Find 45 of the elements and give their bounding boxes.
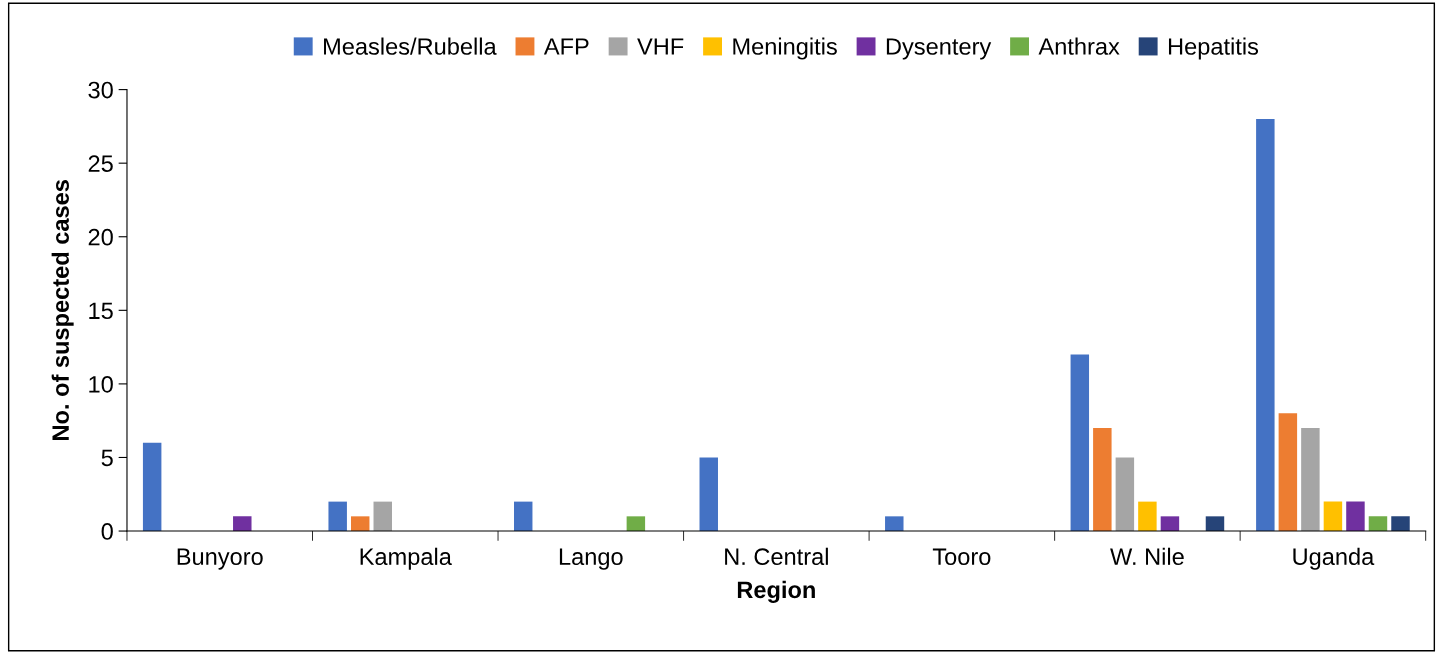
bar [699,457,718,532]
legend-label: Dysentery [886,38,992,60]
bar [1115,457,1135,532]
bar [1138,501,1157,532]
y-tick-label: 15 [89,302,113,320]
bar [885,516,904,532]
bar [513,501,533,532]
x-tick-label: Bunyoro [177,548,263,570]
bar [626,516,646,532]
y-tick-label: 0 [101,523,113,540]
x-tick-label: N. Central [725,547,828,566]
legend-label: AFP [543,38,589,55]
x-tick-label: Lango [559,548,623,570]
x-tick-label: Uganda [1293,547,1375,570]
bar [1278,413,1298,532]
legend-label: Hepatitis [1168,37,1259,60]
y-tick-label: 20 [88,228,113,246]
x-axis-title: Region [737,580,815,603]
bar [1323,501,1343,532]
bar [1160,516,1180,532]
x-tick-label: W. Nile [1110,547,1184,566]
y-tick-label: 5 [101,449,113,467]
bar [1070,354,1090,532]
bar [1256,119,1275,532]
bar [1301,428,1320,532]
y-axis-title: No. of suspected cases [51,180,74,440]
bar [142,442,162,532]
x-tick-label: Kampala [360,547,452,570]
legend-label: VHF [637,38,684,55]
bar [1093,428,1112,532]
y-tick-label: 10 [89,375,113,393]
bar [1346,501,1365,532]
bar [233,516,252,532]
bar [373,501,392,532]
legend-label: Measles/Rubella [324,37,497,55]
x-tick-label: Tooro [932,548,991,566]
bar [1368,516,1388,532]
bar [1205,516,1225,532]
y-tick-label: 25 [88,155,113,172]
bar [1391,516,1410,532]
bar [350,516,370,532]
legend-label: Meningitis [733,37,837,60]
y-tick-label: 30 [88,81,113,99]
legend-label: Anthrax [1038,37,1120,55]
bar [328,501,347,532]
